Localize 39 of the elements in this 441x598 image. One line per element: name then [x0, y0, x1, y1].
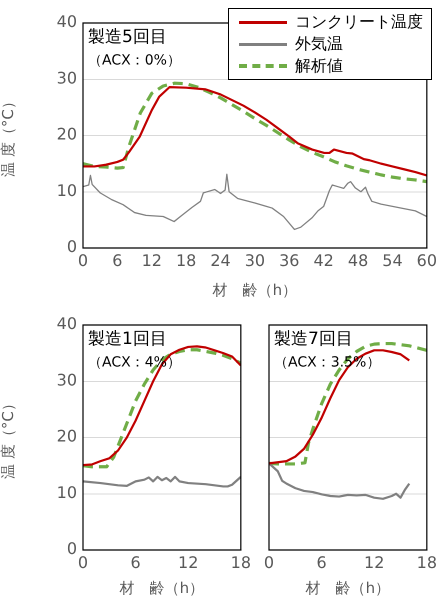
x-axis-title: 材 齢（h）: [304, 578, 390, 597]
x-tick-label: 48: [348, 250, 368, 270]
x-tick-label: 42: [313, 250, 334, 270]
legend-label: 外気温: [295, 33, 343, 55]
y-tick-label: 20: [56, 124, 77, 144]
x-tick-label: 18: [230, 552, 251, 572]
x-tick-label: 18: [416, 552, 437, 572]
y-tick-label: 40: [56, 314, 77, 334]
y-tick-label: 20: [56, 426, 77, 446]
x-tick-label: 12: [178, 552, 198, 572]
y-tick-label: 30: [56, 370, 77, 390]
y-tick-label: 30: [56, 68, 77, 88]
x-tick-label: 36: [279, 250, 300, 270]
x-tick-label: 24: [210, 250, 231, 270]
x-tick-label: 12: [142, 250, 162, 270]
x-axis-title: 材 齢（h）: [118, 578, 204, 597]
x-tick-label: 6: [130, 552, 141, 572]
y-tick-label: 0: [66, 237, 77, 256]
y-tick-label: 10: [56, 180, 77, 200]
x-tick-label: 0: [264, 552, 274, 572]
x-axis-title: 材 齢（h）: [212, 280, 298, 299]
x-tick-label: 12: [364, 552, 384, 572]
annotation: 製造7回目: [274, 328, 353, 349]
legend-label: コンクリート温度: [295, 11, 423, 33]
x-tick-label: 60: [416, 250, 437, 270]
x-tick-label: 6: [316, 552, 327, 572]
x-tick-label: 6: [112, 250, 122, 270]
x-tick-label: 54: [382, 250, 403, 270]
x-tick-label: 30: [244, 250, 266, 270]
annotation: 製造5回目: [88, 26, 167, 47]
annotation: 製造1回目: [88, 328, 167, 349]
x-tick-label: 18: [176, 250, 196, 270]
y-tick-label: 0: [66, 539, 77, 558]
y-tick-label: 40: [56, 12, 77, 32]
y-axis-title: 温 度（°C）: [0, 396, 17, 479]
y-tick-label: 10: [56, 482, 77, 502]
y-axis-title: 温 度（°C）: [0, 94, 17, 177]
legend-label: 解析値: [295, 55, 343, 77]
annotation: （ACX：0%）: [88, 52, 181, 69]
